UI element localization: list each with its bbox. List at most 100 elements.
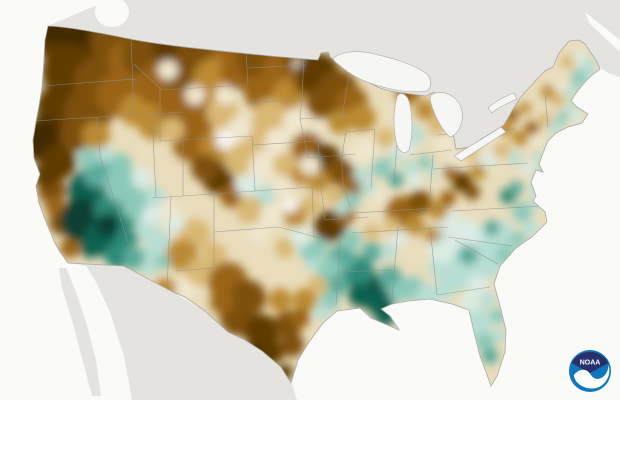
precip-blob — [280, 333, 304, 357]
precip-blob — [206, 96, 238, 128]
precip-blob — [210, 290, 234, 314]
precip-blob — [424, 227, 440, 243]
seagull-icon — [573, 365, 610, 389]
precip-blob — [480, 152, 496, 168]
precip-blob — [512, 130, 528, 146]
us-coastline — [32, 25, 601, 387]
precip-blob — [142, 205, 162, 225]
precip-blob — [389, 152, 401, 164]
precip-blob — [78, 148, 98, 168]
precip-blob — [140, 260, 156, 276]
precip-blob — [480, 292, 496, 308]
precip-blob — [482, 348, 498, 364]
precip-blob — [302, 195, 322, 215]
precip-blob — [158, 200, 178, 220]
precip-blob — [428, 236, 456, 264]
precip-blob — [45, 196, 65, 216]
precip-blob — [494, 142, 510, 158]
precip-blob — [308, 238, 328, 258]
precip-blob — [325, 186, 345, 206]
mexico-landmass — [68, 263, 297, 400]
precip-blob — [384, 217, 400, 233]
us-precipitation-map — [32, 0, 620, 400]
precip-blob — [308, 275, 328, 295]
precip-blob — [33, 163, 57, 187]
precip-blob — [564, 102, 576, 114]
precip-blob — [59, 119, 91, 151]
precip-blob — [215, 130, 235, 150]
precip-blob — [108, 153, 132, 177]
precip-blob — [60, 238, 80, 258]
precip-blob — [348, 104, 376, 132]
precip-blob — [123, 246, 147, 270]
precip-blob — [538, 113, 552, 127]
precip-blob — [275, 238, 295, 258]
precip-blob — [475, 332, 495, 352]
precip-blob — [569, 112, 581, 124]
precip-blob — [203, 243, 227, 267]
precip-blob — [375, 128, 395, 148]
lake-superior — [332, 51, 432, 93]
state-borders — [33, 37, 549, 306]
precip-blob — [508, 151, 522, 165]
precip-blob — [532, 134, 544, 146]
precip-blob — [160, 118, 184, 142]
noaa-logo: NOAA — [569, 350, 611, 392]
precip-blob — [186, 258, 214, 286]
precip-blob — [470, 164, 486, 180]
precip-blob — [580, 58, 596, 74]
precip-blob — [474, 251, 502, 279]
noaa-logo-fan — [571, 351, 609, 373]
map-container — [32, 0, 620, 400]
precip-blob — [347, 147, 363, 163]
precip-blob — [306, 86, 338, 118]
precip-blob — [362, 242, 382, 262]
vancouver-island — [95, 0, 129, 27]
gulf-of-st-lawrence — [585, 12, 620, 52]
lake-erie — [453, 126, 507, 162]
precip-blob — [158, 60, 178, 80]
precip-blob — [272, 176, 292, 196]
lake-ontario — [487, 92, 518, 114]
precip-blob — [519, 102, 531, 114]
precip-blob — [185, 85, 205, 105]
precip-blob — [344, 192, 360, 208]
precip-blob — [554, 79, 566, 91]
precip-blob — [283, 108, 307, 132]
precip-blob — [388, 172, 404, 188]
footer: August 2012 Compared to 1991-2020 Climat… — [0, 398, 620, 450]
precip-blob — [415, 100, 435, 120]
canada-landmass — [48, 0, 620, 149]
precip-blob — [464, 184, 480, 200]
precip-blob — [248, 222, 268, 242]
precip-blob — [191, 154, 219, 182]
precip-blob — [264, 128, 292, 156]
lake-michigan — [393, 93, 413, 153]
precip-blob — [561, 55, 575, 69]
precip-blob — [328, 110, 352, 134]
precip-blob — [521, 161, 535, 175]
precip-blob — [541, 85, 555, 99]
precip-blob — [405, 215, 425, 235]
precip-blob — [236, 196, 264, 224]
precip-blob — [260, 203, 284, 227]
precip-blob — [293, 288, 317, 312]
precip-blob — [551, 93, 565, 107]
precip-blob — [440, 190, 456, 206]
precip-blob — [460, 292, 480, 312]
precipitation-blobs — [33, 26, 596, 380]
precip-blob — [408, 190, 432, 214]
precip-blob — [372, 158, 392, 178]
precip-blob — [314, 304, 330, 320]
precip-blob — [354, 167, 370, 183]
precip-blob — [509, 181, 523, 195]
precip-blob — [268, 288, 292, 312]
precip-blob — [493, 328, 507, 342]
precip-blob — [300, 155, 320, 175]
precip-blob — [335, 201, 349, 215]
precip-blob — [348, 283, 372, 307]
precip-blob — [228, 116, 252, 140]
us-raster — [33, 26, 600, 386]
precip-blob — [290, 308, 310, 328]
